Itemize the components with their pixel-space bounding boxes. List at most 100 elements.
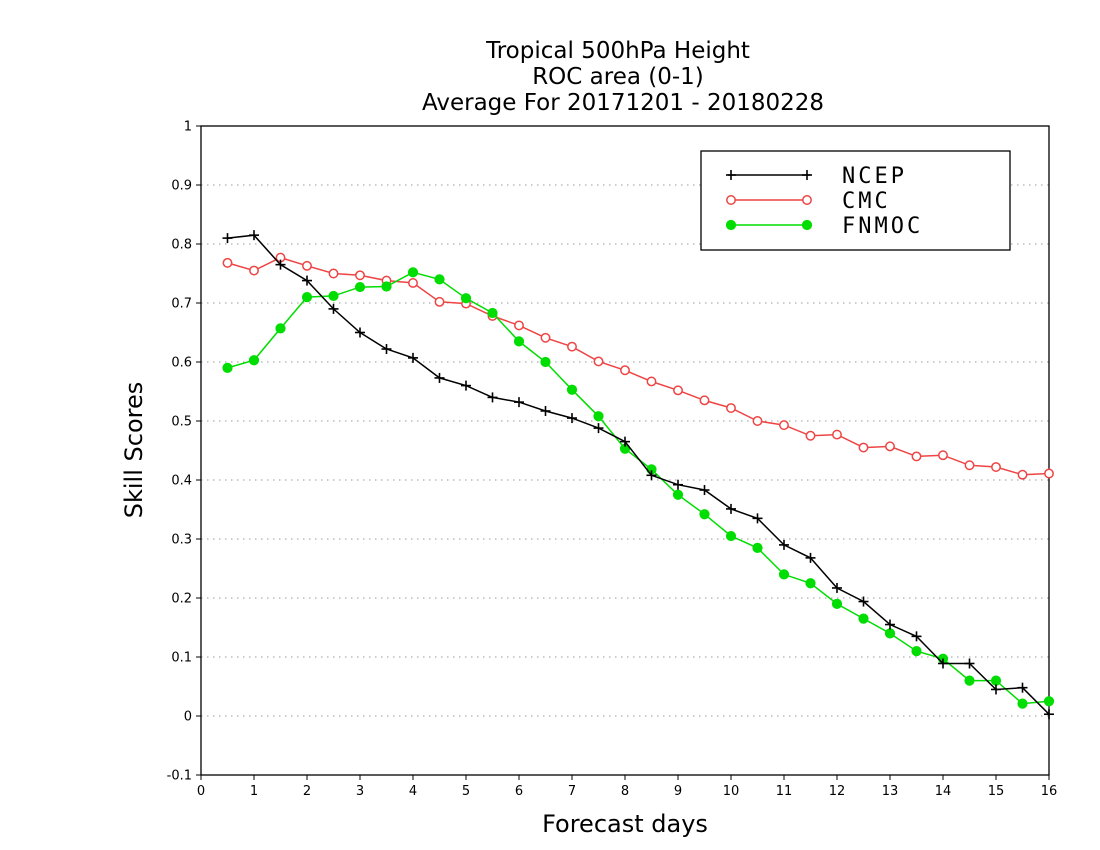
- chart-title-line-1: Tropical 500hPa Height: [485, 38, 750, 64]
- data-point-fnmoc: [275, 323, 286, 334]
- data-point-ncep: [885, 619, 895, 630]
- data-point-fnmoc: [540, 356, 551, 368]
- x-tick-label: 2: [303, 784, 311, 799]
- data-point-fnmoc: [513, 336, 525, 347]
- x-tick-label: 3: [356, 784, 364, 799]
- data-point-cmc: [938, 450, 948, 461]
- data-point-cmc: [222, 257, 233, 268]
- x-axis-label: Forecast days: [542, 810, 708, 838]
- data-point-ncep: [991, 684, 1001, 695]
- data-point-ncep: [1017, 682, 1028, 693]
- x-tick-label: 6: [515, 784, 523, 799]
- x-tick-label: 10: [723, 784, 740, 799]
- y-tick-label: 1: [184, 120, 192, 135]
- data-point-cmc: [567, 341, 577, 352]
- data-point-ncep: [620, 436, 630, 447]
- data-point-cmc: [646, 376, 657, 387]
- data-point-fnmoc: [725, 530, 737, 542]
- data-point-cmc: [779, 420, 789, 431]
- data-point-ncep: [752, 513, 763, 524]
- x-tick-label: 0: [197, 784, 205, 799]
- data-point-ncep: [461, 380, 471, 391]
- x-tick-label: 14: [935, 784, 952, 799]
- data-point-cmc: [991, 462, 1001, 472]
- data-point-cmc: [593, 356, 604, 367]
- legend-marker: [726, 195, 736, 205]
- data-point-fnmoc: [328, 290, 339, 302]
- legend-marker: [725, 219, 737, 231]
- x-tick-label: 16: [1041, 784, 1058, 799]
- data-point-ncep: [275, 259, 286, 270]
- data-point-ncep: [355, 327, 365, 338]
- y-tick-label: 0.3: [171, 533, 192, 548]
- data-point-ncep: [805, 552, 816, 563]
- y-axis-ticks: -0.1 0 0.1 0.2 0.3 0.4 0.5 0.6 0.7 0.8 0.9 1: [167, 120, 201, 784]
- data-point-ncep: [1044, 709, 1054, 720]
- data-point-fnmoc: [831, 598, 843, 610]
- data-point-cmc: [858, 442, 869, 453]
- data-point-fnmoc: [593, 411, 604, 422]
- legend-marker: [802, 195, 812, 205]
- data-point-cmc: [673, 385, 683, 396]
- data-point-fnmoc: [699, 509, 710, 520]
- data-point-cmc: [434, 296, 445, 307]
- data-point-ncep: [779, 539, 789, 550]
- plot-frame: [200, 125, 1050, 776]
- data-point-fnmoc: [884, 628, 896, 639]
- chart-title-line-2: ROC area (0-1): [532, 64, 704, 90]
- legend-marker: [726, 170, 736, 180]
- data-point-ncep: [408, 352, 418, 363]
- data-point-cmc: [752, 416, 763, 426]
- series-line-ncep: [227, 234, 1050, 715]
- x-tick-label: 13: [882, 784, 899, 799]
- x-tick-label: 7: [568, 784, 576, 799]
- x-tick-label: 12: [829, 784, 846, 799]
- y-tick-label: 0.5: [171, 415, 192, 430]
- series-fnmoc: [222, 267, 1055, 709]
- y-tick-label: 0.8: [171, 238, 192, 253]
- data-point-ncep: [911, 631, 922, 642]
- data-point-cmc: [805, 430, 816, 441]
- data-point-ncep: [222, 233, 233, 244]
- data-point-fnmoc: [434, 274, 445, 285]
- data-point-fnmoc: [964, 675, 975, 686]
- data-point-fnmoc: [858, 613, 869, 624]
- data-point-cmc: [408, 277, 418, 288]
- data-point-fnmoc: [301, 292, 313, 303]
- data-point-ncep: [540, 405, 551, 416]
- legend-item-ncep: NCEP: [726, 164, 907, 189]
- data-point-fnmoc: [460, 293, 472, 304]
- legend-label: CMC: [842, 189, 891, 214]
- x-tick-label: 11: [776, 784, 793, 799]
- legend-marker: [802, 170, 812, 180]
- data-point-cmc: [302, 260, 312, 271]
- data-point-fnmoc: [1017, 698, 1028, 709]
- data-point-cmc: [540, 332, 551, 343]
- x-tick-label: 9: [674, 784, 682, 799]
- data-point-fnmoc: [990, 675, 1002, 686]
- x-tick-label: 1: [250, 784, 258, 799]
- legend-marker: [801, 219, 813, 231]
- data-point-fnmoc: [248, 355, 260, 366]
- data-point-fnmoc: [354, 281, 366, 293]
- y-axis-label: Skill Scores: [120, 382, 148, 519]
- series-layer: [222, 230, 1055, 720]
- legend-label: NCEP: [842, 164, 907, 189]
- data-point-fnmoc: [1043, 696, 1055, 707]
- data-point-ncep: [328, 303, 339, 314]
- legend-item-fnmoc: FNMOC: [725, 214, 920, 239]
- data-point-cmc: [1017, 469, 1028, 480]
- chart-title-line-3: Average For 20171201 - 20180228: [422, 90, 824, 116]
- data-point-ncep: [646, 470, 657, 481]
- data-point-cmc: [911, 451, 922, 462]
- data-point-ncep: [699, 485, 710, 496]
- data-point-fnmoc: [487, 307, 498, 319]
- x-tick-label: 5: [462, 784, 470, 799]
- y-tick-label: 0.7: [171, 297, 192, 312]
- data-point-ncep: [487, 392, 498, 403]
- series-ncep: [222, 230, 1054, 720]
- data-point-cmc: [328, 268, 339, 279]
- series-cmc: [222, 252, 1054, 480]
- data-point-cmc: [699, 395, 710, 406]
